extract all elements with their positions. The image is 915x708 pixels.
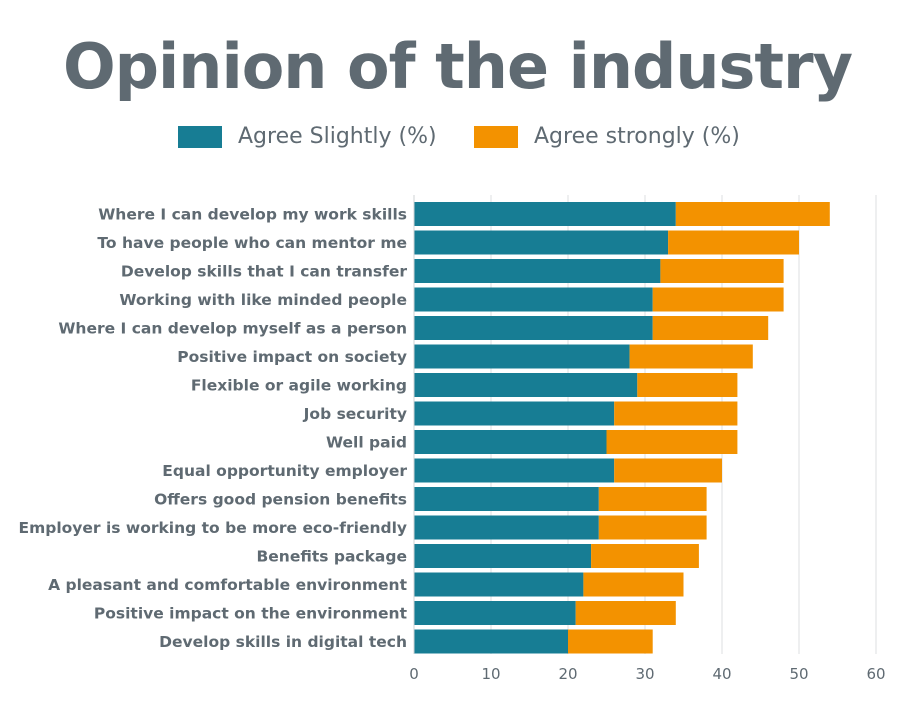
bar-segment-agree-strongly — [614, 458, 722, 483]
bar-segment-agree-slightly — [414, 344, 630, 369]
category-label: Well paid — [326, 434, 407, 452]
bar-segment-agree-slightly — [414, 487, 599, 511]
category-label: Flexible or agile working — [191, 377, 407, 395]
category-label: Develop skills that I can transfer — [121, 263, 408, 281]
bar-segment-agree-slightly — [414, 401, 615, 426]
legend-swatch-agree-slightly — [178, 125, 222, 148]
x-tick-label: 0 — [409, 665, 419, 683]
x-tick-label: 10 — [481, 665, 500, 683]
legend-item-agree-slightly: Agree Slightly (%) — [178, 124, 437, 149]
x-tick-label: 40 — [712, 665, 731, 683]
bar-segment-agree-slightly — [414, 230, 669, 255]
legend: Agree Slightly (%) Agree strongly (%) — [0, 124, 915, 158]
legend-label-agree-strongly: Agree strongly (%) — [534, 124, 740, 149]
category-label: Job security — [303, 405, 407, 423]
bar-segment-agree-strongly — [675, 202, 830, 226]
bar-segment-agree-slightly — [414, 458, 615, 483]
legend-label-agree-slightly: Agree Slightly (%) — [238, 124, 437, 149]
bar-segment-agree-strongly — [660, 259, 784, 283]
x-tick-label: 30 — [635, 665, 654, 683]
bar-segment-agree-strongly — [598, 487, 707, 511]
category-label: Offers good pension benefits — [154, 491, 407, 509]
chart-title: Opinion of the industry — [62, 30, 853, 103]
category-label: Working with like minded people — [119, 291, 407, 309]
category-label: A pleasant and comfortable environment — [48, 576, 407, 594]
bar-segment-agree-strongly — [591, 544, 699, 568]
bar-segment-agree-slightly — [414, 544, 592, 568]
bar-segment-agree-strongly — [606, 430, 738, 454]
bar-segment-agree-slightly — [414, 202, 676, 226]
category-label: Develop skills in digital tech — [159, 633, 407, 651]
bar-segment-agree-strongly — [583, 572, 684, 597]
bar-segment-agree-slightly — [414, 373, 638, 397]
bar-segment-agree-strongly — [652, 316, 769, 340]
category-label: To have people who can mentor me — [97, 234, 407, 252]
bar-segment-agree-slightly — [414, 629, 568, 654]
bar-segment-agree-slightly — [414, 515, 599, 540]
bar-segment-agree-slightly — [414, 572, 584, 597]
bar-segment-agree-strongly — [575, 601, 676, 625]
category-label: Employer is working to be more eco-frien… — [19, 519, 408, 537]
category-label: Positive impact on the environment — [94, 605, 408, 623]
bar-segment-agree-strongly — [614, 401, 738, 426]
bar-segment-agree-strongly — [629, 344, 753, 369]
bar-segment-agree-slightly — [414, 316, 653, 340]
bar-segment-agree-strongly — [568, 629, 653, 654]
bar-segment-agree-strongly — [598, 515, 707, 540]
x-tick-label: 50 — [789, 665, 808, 683]
legend-item-agree-strongly: Agree strongly (%) — [474, 124, 740, 149]
bar-segment-agree-slightly — [414, 259, 661, 283]
bar-segment-agree-slightly — [414, 601, 576, 625]
bar-segment-agree-strongly — [668, 230, 799, 255]
category-label: Where I can develop my work skills — [98, 206, 407, 224]
category-label: Where I can develop myself as a person — [58, 320, 407, 338]
category-label: Equal opportunity employer — [162, 462, 407, 480]
category-label: Benefits package — [256, 548, 407, 566]
x-tick-label: 60 — [866, 665, 885, 683]
bar-segment-agree-slightly — [414, 430, 607, 454]
category-label: Positive impact on society — [177, 348, 407, 366]
bar-segment-agree-strongly — [652, 287, 784, 312]
bar-segment-agree-strongly — [637, 373, 738, 397]
legend-swatch-agree-strongly — [474, 125, 518, 148]
bar-segment-agree-slightly — [414, 287, 653, 312]
x-tick-label: 20 — [558, 665, 577, 683]
